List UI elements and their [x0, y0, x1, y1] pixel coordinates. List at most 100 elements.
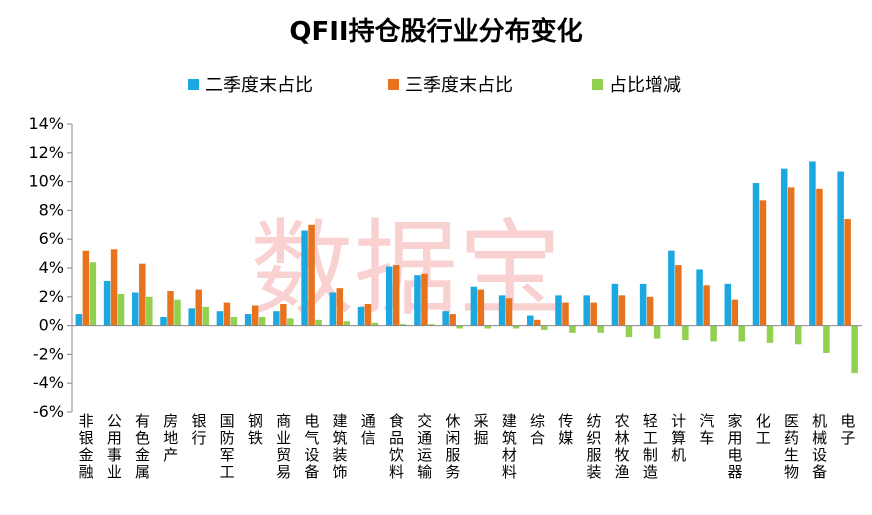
bar-3-15: [484, 325, 492, 329]
bar-2-5: [195, 289, 202, 326]
bar-3-17: [541, 325, 548, 330]
bar-1-2: [103, 280, 111, 326]
bar-1-13: [414, 275, 421, 326]
x-tick-label: 农林牧渔: [615, 412, 630, 481]
bar-2-13: [421, 273, 428, 326]
bar-1-23: [696, 269, 703, 326]
bar-2-17: [534, 319, 541, 326]
x-tick-label: 综合: [530, 412, 545, 447]
bar-1-4: [160, 316, 167, 326]
bar-3-28: [851, 325, 858, 374]
bar-1-11: [357, 306, 365, 326]
y-tick-label: 2%: [39, 287, 64, 306]
y-axis: 14% 12% 10% 8% 6% 4% 2% 0% -2% -4% -6%: [28, 114, 73, 421]
x-tick-label: 汽车: [699, 412, 714, 447]
bar-2-14: [449, 314, 456, 326]
bar-2-6: [223, 302, 231, 326]
x-tick-label: 房地产: [163, 412, 178, 464]
bar-2-20: [618, 295, 626, 326]
bar-2-3: [139, 263, 146, 326]
x-tick-label: 采掘: [474, 412, 489, 447]
bar-1-19: [583, 295, 590, 326]
y-tick-label: -2%: [33, 344, 64, 363]
bar-1-9: [301, 230, 308, 326]
y-tick-label: 6%: [39, 229, 64, 248]
bar-3-4: [174, 299, 181, 326]
bar-3-12: [399, 324, 407, 326]
bar-1-18: [555, 295, 562, 326]
x-tick-label: 电气设备: [304, 412, 319, 481]
bar-1-12: [385, 266, 393, 326]
y-tick-label: -6%: [33, 402, 64, 421]
bar-3-22: [682, 325, 689, 340]
bar-3-8: [287, 318, 294, 326]
bar-2-10: [336, 288, 344, 326]
bar-2-12: [392, 265, 400, 326]
x-tick-label: 银行: [191, 412, 206, 447]
bar-2-23: [703, 285, 710, 326]
bar-1-22: [668, 250, 675, 326]
bar-1-15: [470, 286, 478, 326]
x-tick-label: 传媒: [558, 412, 573, 447]
bar-3-11: [371, 322, 379, 326]
bar-2-21: [646, 296, 654, 326]
bar-1-6: [216, 311, 224, 326]
y-tick-label: 4%: [39, 258, 64, 277]
x-tick-label: 纺织服装: [586, 412, 601, 481]
bar-2-27: [816, 188, 823, 326]
x-tick-label: 食品饮料: [389, 412, 404, 481]
bar-3-18: [569, 325, 576, 333]
y-tick-label: 10%: [28, 172, 64, 191]
bar-1-14: [442, 311, 449, 326]
bar-1-25: [752, 183, 760, 326]
legend-label: 三季度末占比: [405, 75, 513, 96]
x-tick-label: 家用电器: [728, 412, 743, 481]
bar-3-24: [738, 325, 746, 342]
bar-3-16: [512, 325, 520, 329]
x-axis: 非银金融公用事业有色金属房地产银行国防军工钢铁商业贸易电气设备建筑装饰通信食品饮…: [72, 325, 862, 481]
x-tick-label: 建筑装饰: [333, 412, 348, 481]
y-tick-label: 14%: [28, 114, 64, 133]
bar-3-6: [230, 316, 238, 326]
bar-3-10: [343, 321, 351, 326]
legend: 二季度末占比 三季度末占比 占比增减: [188, 75, 681, 96]
bar-3-7: [258, 316, 266, 326]
x-tick-label: 休闲服务: [445, 412, 460, 481]
bar-1-1: [75, 314, 83, 326]
bar-2-18: [562, 302, 569, 326]
bar-2-1: [82, 250, 90, 326]
bar-2-16: [505, 298, 513, 326]
bar-2-2: [110, 249, 118, 326]
bar-1-3: [132, 292, 139, 326]
bars-group: [75, 161, 858, 374]
legend-label: 二季度末占比: [205, 75, 313, 96]
y-tick-label: 0%: [39, 316, 64, 335]
bar-1-21: [639, 283, 647, 326]
bar-1-27: [809, 161, 816, 326]
bar-2-19: [590, 302, 597, 326]
x-tick-label: 通信: [361, 412, 376, 447]
bar-1-17: [527, 315, 534, 326]
legend-swatch: [592, 79, 603, 90]
x-tick-label: 非银金融: [79, 412, 94, 481]
bar-3-5: [202, 306, 209, 326]
bar-3-14: [456, 325, 463, 329]
bar-2-11: [364, 304, 372, 326]
x-tick-label: 钢铁: [248, 412, 263, 447]
watermark-text: 数据宝: [250, 208, 562, 330]
bar-3-19: [597, 325, 604, 333]
bar-1-26: [780, 168, 788, 326]
bar-1-20: [611, 283, 619, 326]
x-tick-label: 轻工制造: [643, 412, 658, 481]
x-tick-label: 商业贸易: [276, 412, 291, 481]
bar-3-3: [146, 296, 153, 326]
bar-3-26: [794, 325, 802, 345]
bar-3-20: [625, 325, 633, 338]
bar-1-16: [498, 295, 506, 326]
bar-2-24: [731, 299, 739, 326]
bar-2-15: [477, 289, 485, 326]
bar-3-27: [823, 325, 830, 353]
bar-2-25: [759, 200, 767, 326]
legend-swatch: [188, 79, 199, 90]
